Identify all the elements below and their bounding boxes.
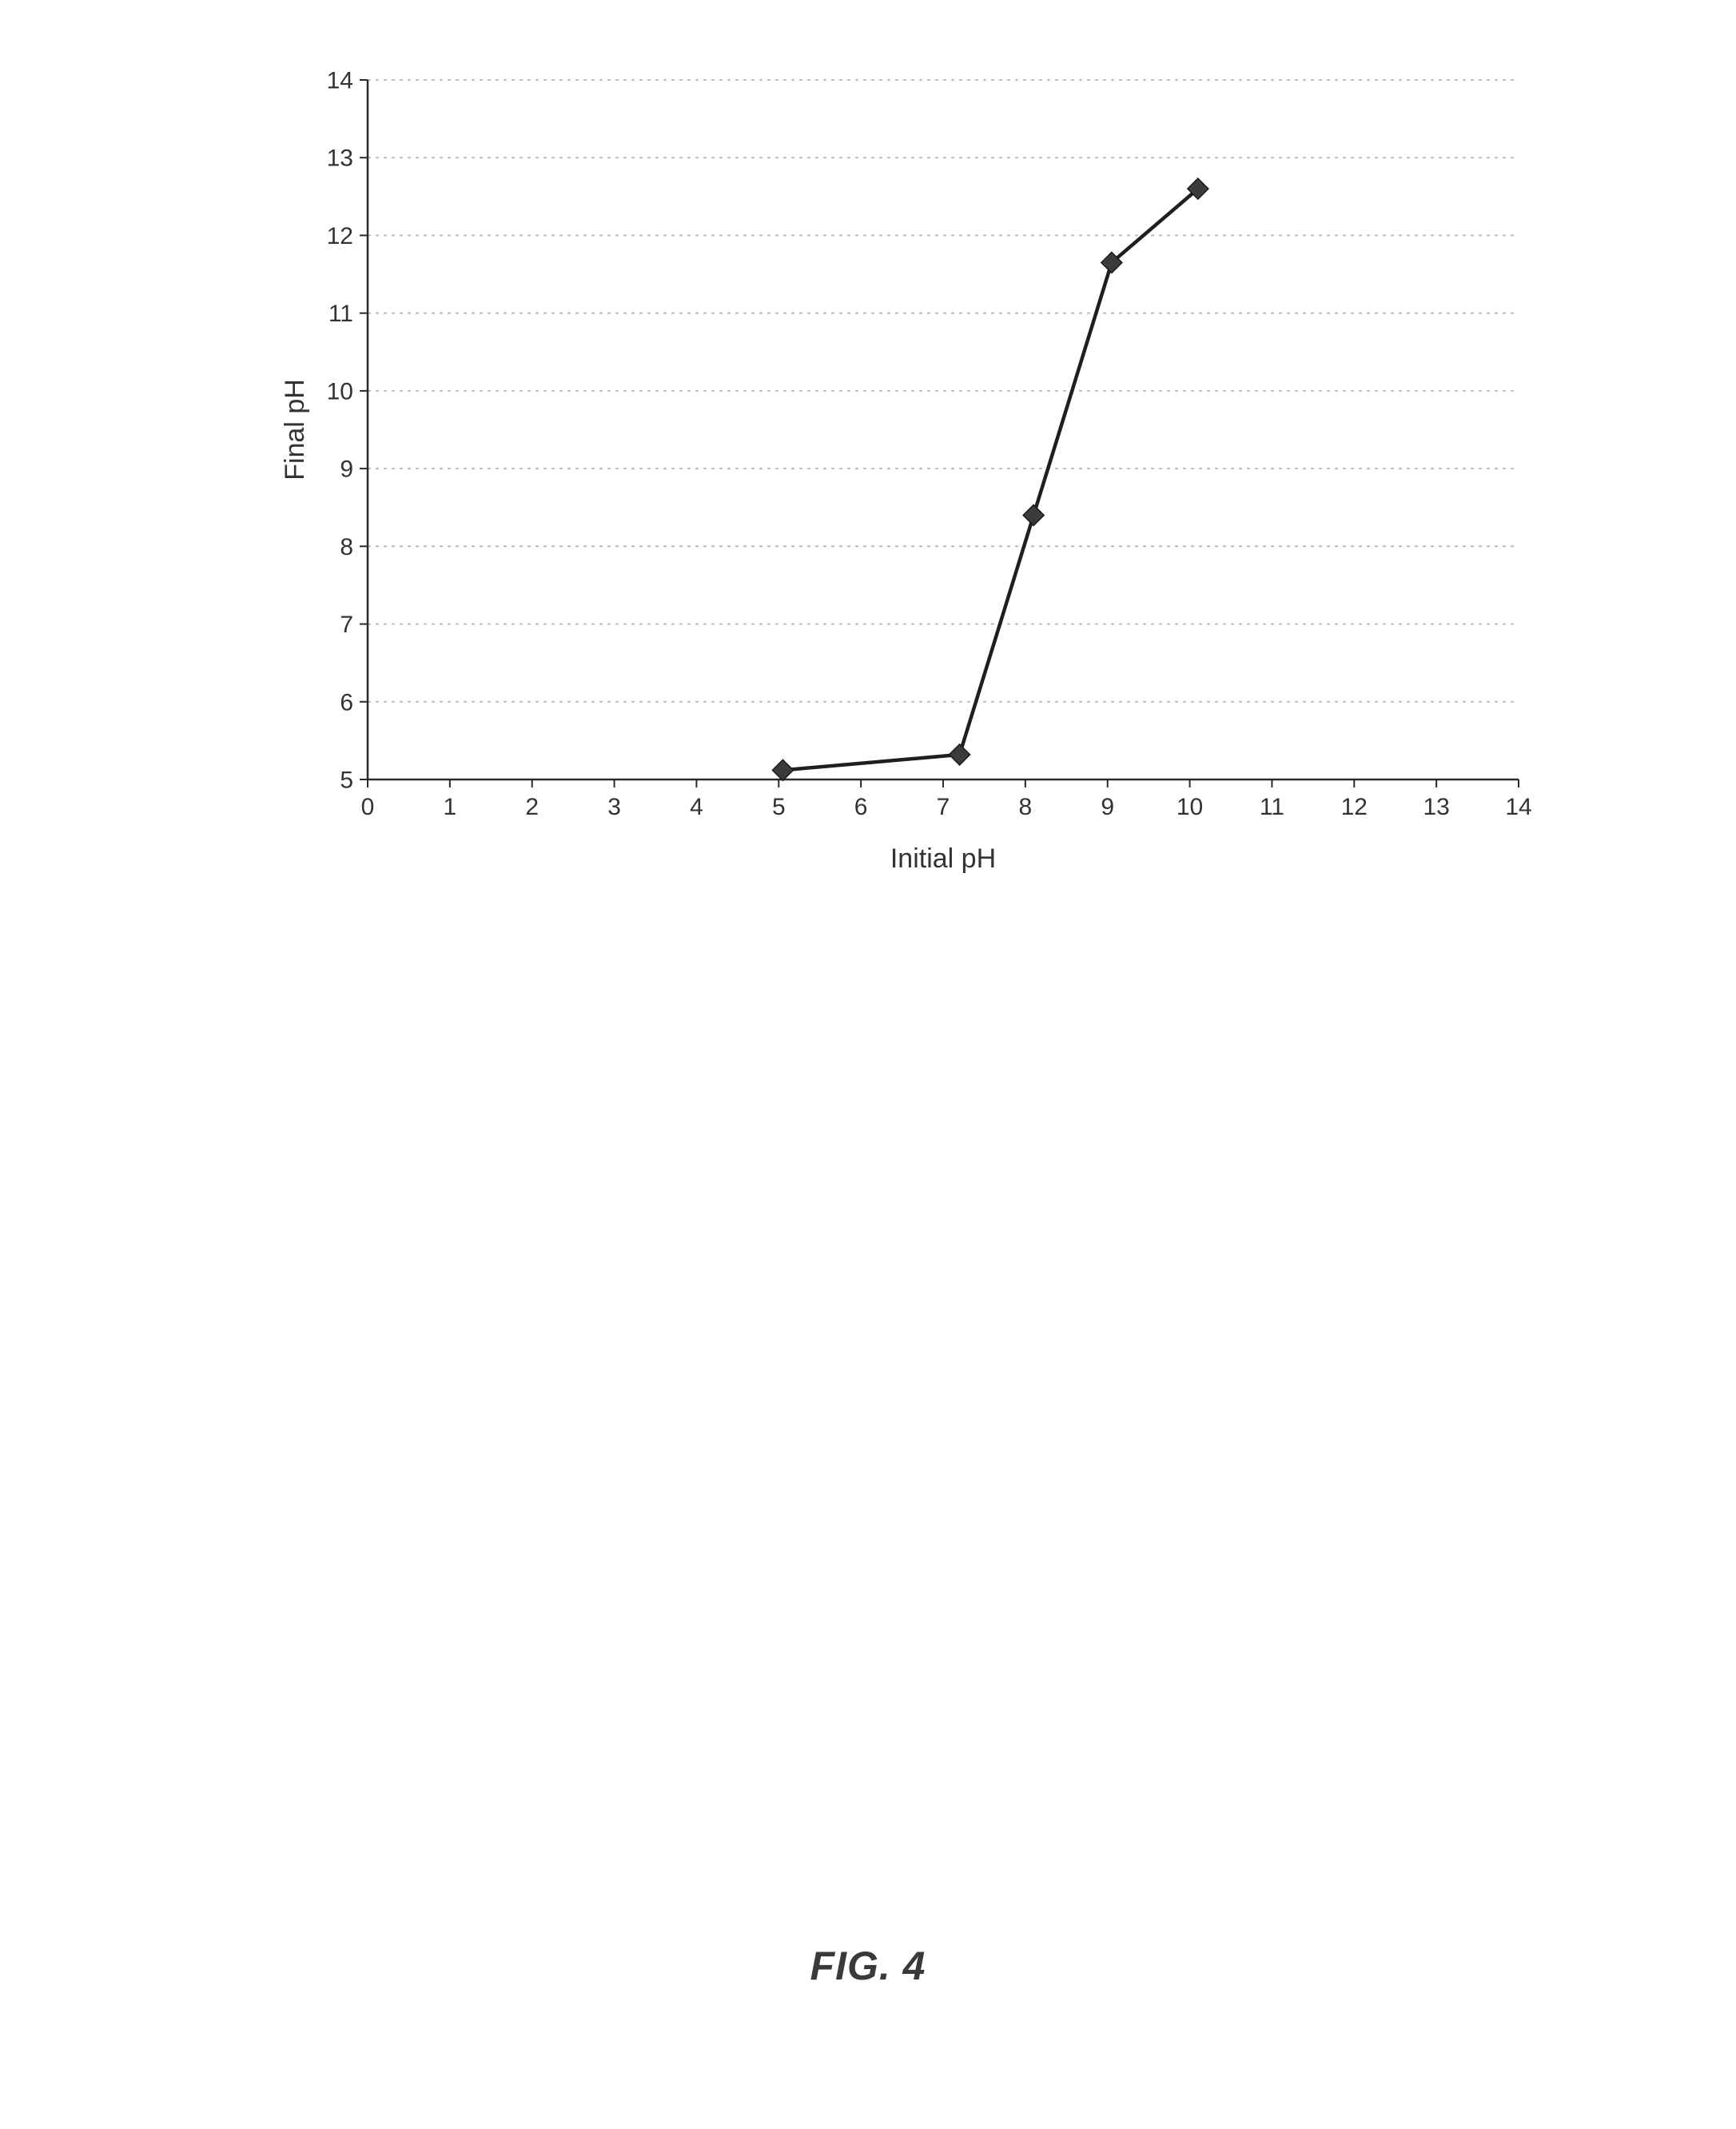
x-tick-label: 9 — [1101, 794, 1114, 820]
y-tick-label: 7 — [340, 612, 353, 638]
x-tick-label: 6 — [854, 794, 868, 820]
chart-container: 01234567891011121314567891011121314Initi… — [272, 64, 1543, 895]
y-axis-label: Final pH — [280, 379, 310, 480]
x-tick-label: 7 — [937, 794, 950, 820]
x-tick-label: 13 — [1423, 794, 1449, 820]
figure-caption: FIG. 4 — [0, 1943, 1736, 1989]
y-tick-label: 5 — [340, 767, 353, 794]
x-tick-label: 2 — [525, 794, 539, 820]
y-tick-label: 12 — [327, 223, 353, 249]
x-tick-label: 10 — [1177, 794, 1203, 820]
y-tick-label: 11 — [328, 301, 353, 327]
x-tick-label: 12 — [1341, 794, 1368, 820]
y-tick-label: 9 — [340, 456, 353, 483]
y-tick-label: 10 — [327, 378, 353, 405]
x-tick-label: 5 — [772, 794, 786, 820]
line-chart: 01234567891011121314567891011121314Initi… — [272, 64, 1543, 891]
x-tick-label: 1 — [444, 794, 457, 820]
x-tick-label: 14 — [1505, 794, 1531, 820]
y-tick-label: 13 — [327, 146, 353, 172]
page: 01234567891011121314567891011121314Initi… — [0, 0, 1736, 2129]
y-tick-label: 14 — [327, 68, 353, 94]
plot-bg — [272, 64, 1543, 891]
x-tick-label: 11 — [1260, 794, 1284, 820]
x-tick-label: 8 — [1019, 794, 1033, 820]
x-axis-label: Initial pH — [890, 843, 996, 874]
x-tick-label: 3 — [607, 794, 621, 820]
x-tick-label: 0 — [361, 794, 375, 820]
x-tick-label: 4 — [690, 794, 703, 820]
y-tick-label: 8 — [340, 534, 353, 560]
y-tick-label: 6 — [340, 689, 353, 716]
